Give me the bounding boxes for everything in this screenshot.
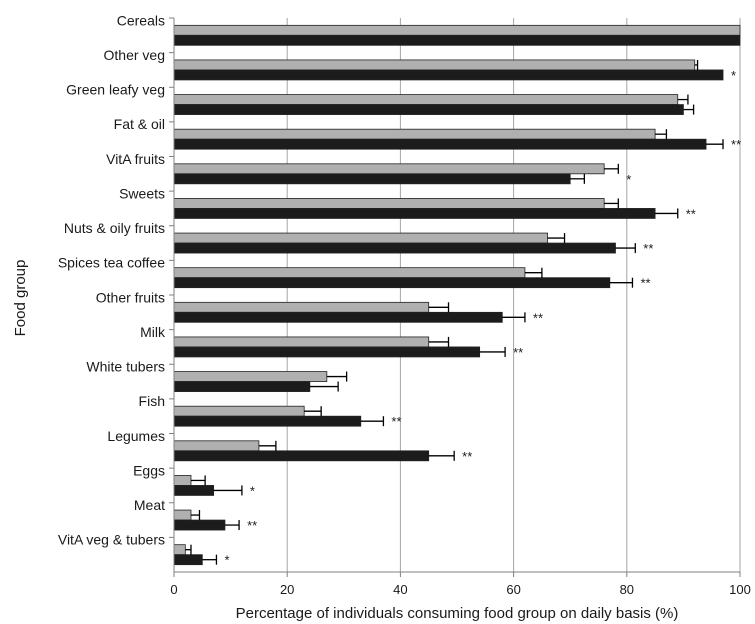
significance-label: **	[513, 345, 523, 360]
x-tick-label: 60	[506, 582, 520, 597]
x-tick-label: 20	[280, 582, 294, 597]
bar	[173, 104, 684, 115]
significance-label: *	[250, 483, 255, 498]
x-tick-label: 0	[170, 582, 177, 597]
bar	[173, 94, 679, 105]
category-label: Spices tea coffee	[58, 255, 165, 271]
category-label: VitA veg & tubers	[58, 532, 165, 548]
category-label: White tubers	[86, 359, 165, 375]
significance-label: **	[731, 137, 741, 152]
bar	[173, 173, 571, 185]
category-label: Other veg	[104, 47, 165, 63]
bar	[173, 371, 328, 382]
bar	[173, 198, 605, 209]
category-label: Fat & oil	[114, 116, 165, 132]
bar	[173, 232, 548, 244]
bar	[173, 311, 503, 323]
x-tick-label: 80	[620, 582, 634, 597]
significance-label: **	[391, 414, 401, 429]
bar	[173, 440, 260, 452]
bar	[173, 208, 656, 219]
bar	[173, 519, 226, 531]
bar	[173, 544, 186, 556]
category-label: Meat	[134, 497, 165, 513]
bar	[173, 24, 741, 36]
bar	[173, 450, 430, 462]
bar	[173, 336, 430, 348]
bars	[173, 24, 741, 566]
x-tick-label: 100	[729, 582, 751, 597]
bar	[173, 128, 656, 140]
axes: 0 20 40 60 80 100	[169, 17, 751, 597]
significance-label: *	[626, 172, 631, 187]
x-tick-label: 40	[393, 582, 407, 597]
significance-label: *	[731, 68, 736, 83]
bar	[173, 138, 707, 150]
category-label: Sweets	[119, 185, 165, 201]
bar	[173, 69, 724, 81]
significance-label: *	[224, 553, 229, 568]
bar	[173, 59, 696, 71]
category-label: Eggs	[133, 462, 165, 478]
bar	[173, 485, 215, 496]
category-label: Nuts & oily fruits	[64, 220, 165, 236]
significance-label: **	[686, 206, 696, 221]
category-label: Fish	[139, 393, 165, 409]
bar	[173, 277, 611, 289]
bar	[173, 509, 192, 521]
category-label: Cereals	[117, 12, 165, 28]
significance-label: **	[247, 518, 257, 533]
category-label: Legumes	[107, 428, 165, 444]
bar	[173, 381, 311, 392]
bar	[173, 405, 305, 417]
significance-label: **	[640, 276, 650, 291]
bar	[173, 242, 616, 254]
labels: Cereals Other veg * Green leafy veg Fat & oi…	[58, 12, 741, 567]
bar	[173, 475, 192, 486]
x-axis-title: Percentage of individuals consuming food…	[236, 605, 679, 622]
category-label: Green leafy veg	[66, 82, 165, 98]
category-label: Other fruits	[96, 289, 165, 305]
error-bars	[185, 59, 724, 565]
y-axis-title: Food group	[12, 260, 29, 337]
bar	[173, 346, 481, 358]
significance-label: **	[643, 241, 653, 256]
bar	[173, 163, 605, 175]
bar	[173, 34, 741, 46]
bar	[173, 267, 526, 279]
significance-label: **	[462, 449, 472, 464]
significance-label: **	[533, 310, 543, 325]
bar	[173, 554, 203, 566]
category-label: Milk	[140, 324, 166, 340]
bar	[173, 415, 362, 427]
category-label: VitA fruits	[106, 151, 165, 167]
bar	[173, 301, 430, 313]
